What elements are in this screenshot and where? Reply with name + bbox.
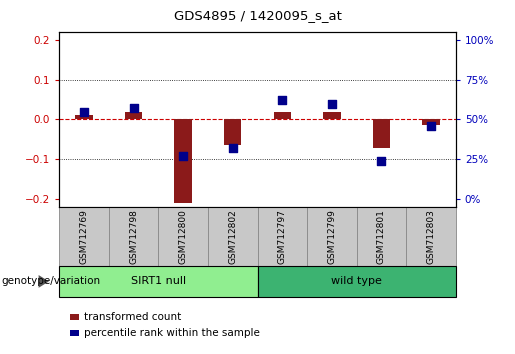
- FancyBboxPatch shape: [406, 207, 456, 266]
- Text: GSM712803: GSM712803: [426, 209, 436, 264]
- Text: transformed count: transformed count: [84, 312, 181, 322]
- Bar: [422, 120, 440, 125]
- Bar: [273, 112, 291, 120]
- Text: GDS4895 / 1420095_s_at: GDS4895 / 1420095_s_at: [174, 9, 341, 22]
- FancyBboxPatch shape: [258, 207, 307, 266]
- Point: [129, 105, 138, 111]
- FancyBboxPatch shape: [208, 207, 258, 266]
- FancyBboxPatch shape: [59, 207, 109, 266]
- Bar: [175, 120, 192, 203]
- Point: [229, 145, 237, 151]
- Point: [377, 158, 386, 164]
- Text: percentile rank within the sample: percentile rank within the sample: [84, 328, 260, 338]
- Point: [328, 101, 336, 107]
- FancyBboxPatch shape: [258, 266, 456, 297]
- Bar: [224, 120, 242, 145]
- Point: [80, 109, 88, 114]
- Point: [179, 153, 187, 159]
- Bar: [323, 112, 340, 120]
- Bar: [373, 120, 390, 148]
- FancyBboxPatch shape: [307, 207, 356, 266]
- Text: GSM712800: GSM712800: [179, 209, 187, 264]
- FancyBboxPatch shape: [159, 207, 208, 266]
- Text: wild type: wild type: [331, 276, 382, 286]
- FancyBboxPatch shape: [109, 207, 159, 266]
- Polygon shape: [39, 275, 49, 288]
- FancyBboxPatch shape: [356, 207, 406, 266]
- Text: SIRT1 null: SIRT1 null: [131, 276, 186, 286]
- Point: [278, 98, 286, 103]
- FancyBboxPatch shape: [59, 266, 258, 297]
- Text: genotype/variation: genotype/variation: [1, 276, 100, 286]
- Text: GSM712798: GSM712798: [129, 209, 138, 264]
- Text: GSM712797: GSM712797: [278, 209, 287, 264]
- Text: GSM712769: GSM712769: [79, 209, 89, 264]
- Text: GSM712801: GSM712801: [377, 209, 386, 264]
- Bar: [75, 115, 93, 120]
- Text: GSM712799: GSM712799: [328, 209, 336, 264]
- Text: GSM712802: GSM712802: [228, 209, 237, 264]
- Point: [427, 123, 435, 129]
- Bar: [125, 112, 142, 120]
